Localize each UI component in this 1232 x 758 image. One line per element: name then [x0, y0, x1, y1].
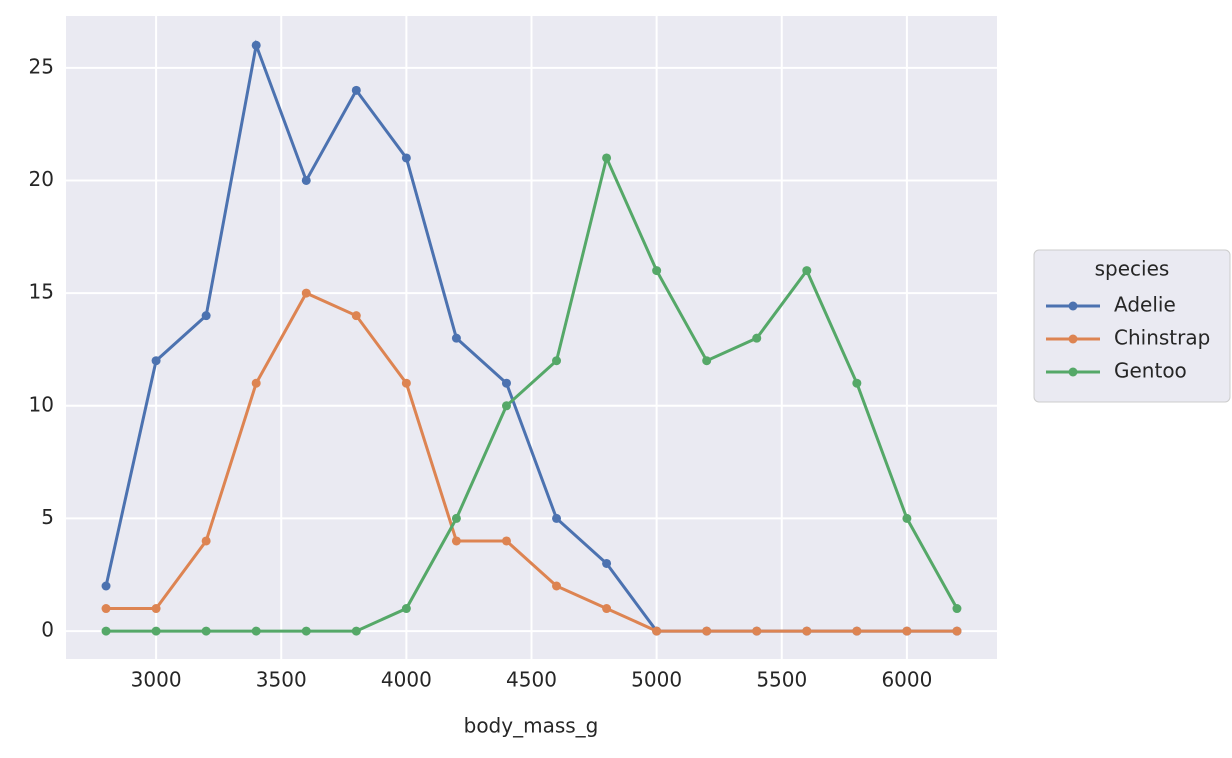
data-point — [101, 604, 111, 614]
data-point — [902, 513, 912, 523]
data-point — [852, 378, 862, 388]
data-point — [451, 513, 461, 523]
data-point — [752, 626, 762, 636]
legend-marker — [1068, 301, 1078, 311]
data-point — [802, 266, 812, 276]
legend-marker — [1068, 334, 1078, 344]
y-tick-label: 10 — [29, 392, 54, 416]
data-point — [201, 536, 211, 546]
data-point — [151, 626, 161, 636]
series-line — [106, 153, 959, 633]
data-point — [301, 626, 311, 636]
data-point — [552, 513, 562, 523]
y-tick-label: 5 — [41, 505, 54, 529]
legend: species Adelie Chinstrap Gentoo — [1033, 249, 1231, 403]
series-line — [106, 291, 957, 633]
data-point — [301, 288, 311, 298]
legend-label: Adelie — [1114, 293, 1176, 317]
data-point — [602, 558, 612, 568]
data-point — [501, 536, 511, 546]
data-point — [652, 626, 662, 636]
data-point — [952, 626, 962, 636]
data-point — [151, 356, 161, 366]
data-point — [401, 153, 411, 163]
data-point — [802, 626, 812, 636]
x-axis-label: body_mass_g — [464, 714, 599, 738]
data-point — [501, 401, 511, 411]
x-tick-label: 5000 — [631, 668, 682, 692]
data-point — [301, 175, 311, 185]
data-point — [401, 378, 411, 388]
x-tick-label: 3500 — [256, 668, 307, 692]
data-point — [151, 604, 161, 614]
data-point — [351, 85, 361, 95]
data-point — [201, 626, 211, 636]
y-tick-label: 25 — [29, 54, 54, 78]
data-point — [201, 311, 211, 321]
data-point — [752, 333, 762, 343]
data-point — [652, 266, 662, 276]
legend-label: Chinstrap — [1114, 326, 1210, 350]
data-point — [702, 626, 712, 636]
x-tick-label: 6000 — [881, 668, 932, 692]
data-point — [602, 153, 612, 163]
data-point — [101, 626, 111, 636]
data-point — [602, 604, 612, 614]
data-point — [451, 536, 461, 546]
data-point — [351, 626, 361, 636]
data-point — [451, 333, 461, 343]
legend-box — [1033, 249, 1231, 403]
data-point — [401, 604, 411, 614]
data-point — [251, 40, 261, 50]
legend-label: Gentoo — [1114, 359, 1187, 383]
y-tick-label: 0 — [41, 618, 54, 642]
y-tick-label: 15 — [29, 280, 54, 304]
data-point — [351, 311, 361, 321]
legend-marker — [1068, 367, 1078, 377]
x-tick-label: 4500 — [506, 668, 557, 692]
data-point — [552, 356, 562, 366]
data-point — [552, 581, 562, 591]
x-tick-label: 3000 — [131, 668, 182, 692]
data-point — [251, 626, 261, 636]
data-point — [101, 581, 111, 591]
data-point — [251, 378, 261, 388]
data-point — [501, 378, 511, 388]
y-tick-label: 20 — [29, 167, 54, 191]
data-point — [702, 356, 712, 366]
data-point — [902, 626, 912, 636]
legend-title: species — [1095, 257, 1170, 281]
x-tick-label: 5500 — [756, 668, 807, 692]
data-point — [852, 626, 862, 636]
data-point — [952, 604, 962, 614]
x-tick-label: 4000 — [381, 668, 432, 692]
